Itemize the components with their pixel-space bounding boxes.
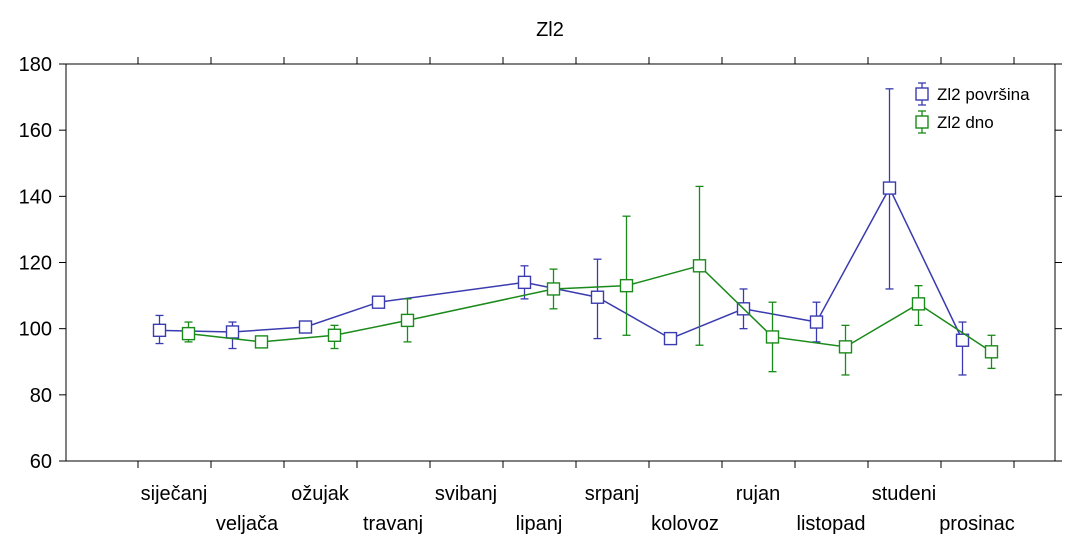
legend-marker bbox=[915, 115, 929, 129]
legend-label: Zl2 površina bbox=[937, 85, 1030, 104]
legend: Zl2 površina Zl2 dno bbox=[915, 82, 1030, 134]
data-point bbox=[590, 290, 605, 304]
data-point bbox=[327, 328, 342, 342]
x-tick-label: travanj bbox=[363, 513, 423, 535]
chart-title: Zl2 bbox=[536, 19, 564, 41]
series-1 bbox=[152, 88, 970, 376]
x-tick-label: lipanj bbox=[516, 513, 563, 535]
y-tick-label: 120 bbox=[19, 253, 52, 275]
series-line bbox=[188, 264, 992, 353]
series-2 bbox=[181, 185, 999, 376]
y-tick-label: 100 bbox=[19, 319, 52, 341]
axes: 60 80 100 120 140 160 180 siječanj veljača ožujak… bbox=[19, 54, 1062, 535]
x-tick-label: svibanj bbox=[435, 483, 497, 505]
data-point bbox=[517, 275, 532, 290]
legend-marker bbox=[915, 87, 929, 101]
data-point bbox=[955, 333, 970, 347]
data-point bbox=[663, 331, 678, 346]
data-point bbox=[809, 315, 824, 329]
data-point bbox=[225, 325, 240, 339]
data-point bbox=[371, 295, 386, 309]
data-point bbox=[692, 259, 707, 273]
data-point bbox=[298, 320, 313, 334]
x-tick-label: rujan bbox=[736, 483, 780, 505]
x-tick-label: studeni bbox=[872, 483, 937, 505]
x-tick-label: listopad bbox=[797, 513, 866, 535]
series-line bbox=[159, 186, 964, 341]
x-tick-label: ožujak bbox=[291, 483, 350, 505]
y-tick-label: 180 bbox=[19, 54, 52, 76]
data-point bbox=[838, 340, 853, 354]
data-point bbox=[882, 181, 897, 195]
data-point bbox=[765, 330, 780, 344]
x-tick-label: srpanj bbox=[585, 483, 639, 505]
data-point bbox=[152, 323, 167, 338]
data-point bbox=[984, 345, 999, 359]
legend-label: Zl2 dno bbox=[937, 113, 994, 132]
series-layer bbox=[152, 88, 999, 376]
data-point bbox=[619, 278, 634, 293]
data-point bbox=[400, 313, 415, 328]
data-point bbox=[254, 335, 269, 349]
data-point bbox=[911, 297, 926, 311]
y-tick-label: 160 bbox=[19, 120, 52, 142]
x-tick-label: prosinac bbox=[939, 513, 1015, 535]
plot-frame bbox=[65, 63, 1056, 462]
y-tick-label: 80 bbox=[30, 385, 52, 407]
x-tick-label: kolovoz bbox=[651, 513, 719, 535]
x-tick-label: veljača bbox=[216, 513, 279, 535]
data-point bbox=[181, 326, 196, 341]
x-tick-label: siječanj bbox=[141, 483, 208, 505]
y-tick-label: 60 bbox=[30, 451, 52, 473]
data-point bbox=[546, 282, 561, 296]
y-tick-label: 140 bbox=[19, 186, 52, 208]
